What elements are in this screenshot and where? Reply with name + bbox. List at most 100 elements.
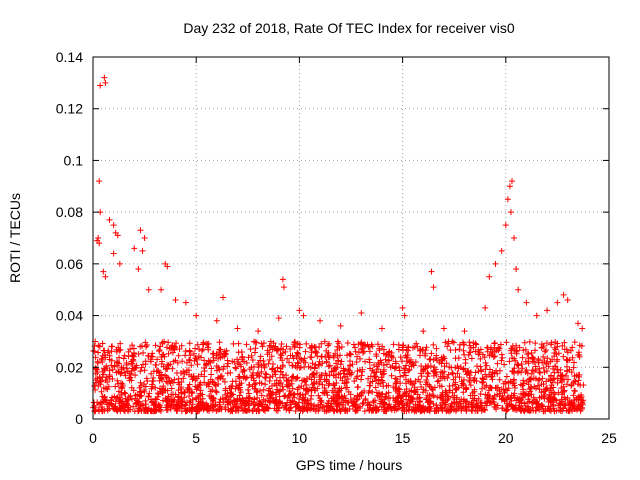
data-point bbox=[336, 345, 343, 352]
data-point bbox=[193, 375, 200, 382]
data-point bbox=[420, 386, 427, 393]
data-point bbox=[152, 384, 159, 391]
data-point bbox=[498, 357, 505, 364]
data-point bbox=[485, 391, 492, 398]
axis-ticks: 0 5 10 15 20 25 0 0.02 0.04 0.06 0.08 0.1 0.12 0.14 bbox=[56, 49, 617, 446]
data-point bbox=[251, 349, 258, 356]
data-point bbox=[109, 375, 116, 382]
data-point bbox=[114, 232, 121, 239]
data-point bbox=[178, 398, 185, 405]
data-point bbox=[486, 273, 493, 280]
data-point bbox=[231, 401, 238, 408]
data-point bbox=[307, 364, 314, 371]
data-point bbox=[142, 339, 149, 346]
data-point bbox=[460, 366, 467, 373]
data-point bbox=[95, 342, 102, 349]
data-point bbox=[460, 341, 467, 348]
data-point bbox=[95, 235, 102, 241]
data-point bbox=[118, 383, 125, 390]
data-point bbox=[527, 385, 534, 392]
data-point bbox=[318, 340, 325, 347]
data-point bbox=[418, 373, 425, 380]
data-point bbox=[296, 344, 303, 351]
data-point bbox=[401, 312, 408, 319]
data-point bbox=[454, 370, 461, 377]
data-point bbox=[158, 371, 165, 378]
data-point bbox=[508, 178, 515, 185]
data-point bbox=[106, 367, 113, 374]
data-point bbox=[286, 359, 293, 366]
data-point bbox=[137, 379, 144, 386]
data-point bbox=[500, 380, 507, 387]
data-point bbox=[319, 381, 326, 388]
data-point bbox=[578, 405, 585, 412]
data-point bbox=[245, 386, 252, 393]
data-point bbox=[136, 393, 143, 400]
data-point bbox=[382, 408, 389, 415]
data-point bbox=[511, 382, 518, 389]
data-point bbox=[508, 392, 515, 399]
data-point bbox=[209, 378, 216, 385]
data-point bbox=[371, 373, 378, 380]
data-point bbox=[311, 343, 318, 350]
data-point bbox=[352, 348, 359, 355]
y-tick-label: 0 bbox=[75, 411, 83, 427]
data-point bbox=[141, 387, 148, 394]
data-point bbox=[355, 383, 362, 390]
data-point bbox=[472, 348, 479, 355]
data-point bbox=[112, 383, 119, 390]
data-point bbox=[334, 391, 341, 398]
y-tick-label: 0.04 bbox=[56, 308, 83, 324]
data-point bbox=[353, 359, 360, 366]
data-point bbox=[510, 368, 517, 375]
data-point bbox=[100, 398, 107, 405]
data-point bbox=[513, 266, 520, 273]
data-point bbox=[421, 350, 428, 357]
data-point bbox=[239, 354, 246, 361]
data-point bbox=[227, 408, 234, 415]
x-tick-label: 20 bbox=[498, 430, 514, 446]
data-point bbox=[412, 388, 419, 395]
data-point bbox=[482, 366, 489, 373]
data-point bbox=[190, 350, 197, 357]
data-point bbox=[552, 396, 559, 403]
data-point bbox=[399, 347, 406, 354]
data-point bbox=[136, 384, 143, 391]
data-point bbox=[194, 341, 201, 348]
data-point bbox=[333, 379, 340, 386]
data-point bbox=[164, 406, 171, 413]
data-point bbox=[414, 343, 421, 350]
data-point bbox=[473, 341, 480, 348]
data-point bbox=[206, 392, 213, 399]
data-point bbox=[543, 378, 550, 385]
data-point bbox=[567, 400, 574, 407]
data-point bbox=[450, 339, 457, 346]
data-point bbox=[554, 299, 561, 306]
data-point bbox=[419, 346, 426, 353]
data-point bbox=[251, 363, 258, 370]
data-point bbox=[571, 339, 578, 346]
data-point bbox=[195, 384, 202, 391]
data-point bbox=[330, 407, 337, 414]
data-point bbox=[358, 376, 365, 383]
y-axis-label: ROTI / TECUs bbox=[7, 193, 23, 283]
data-point bbox=[406, 407, 413, 414]
data-point bbox=[104, 407, 111, 414]
data-point bbox=[325, 407, 332, 414]
data-point bbox=[193, 394, 200, 401]
data-point bbox=[393, 387, 400, 394]
data-point bbox=[303, 387, 310, 394]
data-point bbox=[502, 222, 509, 229]
data-point bbox=[208, 371, 215, 378]
data-point bbox=[441, 355, 448, 362]
data-point bbox=[323, 359, 330, 366]
data-point bbox=[181, 394, 188, 401]
data-point bbox=[526, 398, 533, 405]
data-point bbox=[235, 349, 242, 356]
data-point bbox=[350, 402, 357, 409]
data-point bbox=[176, 404, 183, 411]
data-point bbox=[547, 358, 554, 365]
x-tick-label: 5 bbox=[192, 430, 200, 446]
data-point bbox=[554, 356, 561, 363]
data-point bbox=[216, 401, 223, 408]
